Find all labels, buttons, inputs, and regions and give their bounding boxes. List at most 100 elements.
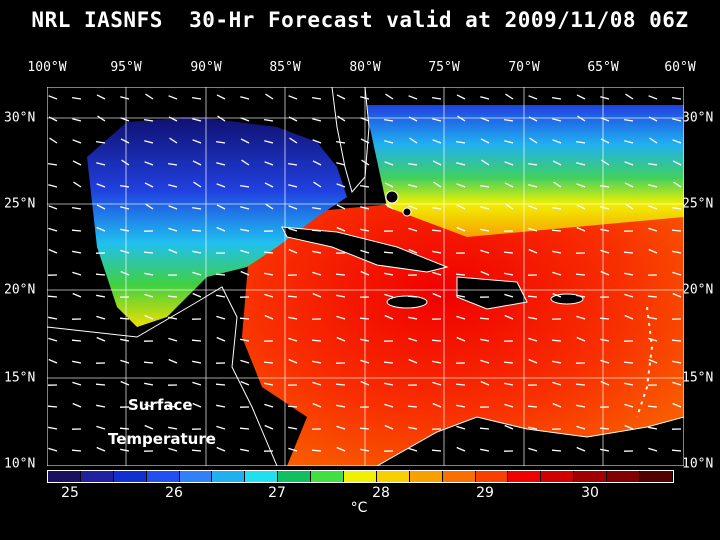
wind-vector [311, 339, 322, 342]
wind-vector [600, 249, 610, 254]
wind-vector [431, 229, 442, 232]
wind-vector [264, 161, 274, 166]
wind-vector [215, 383, 226, 386]
wind-vector [384, 382, 394, 386]
wind-vector [311, 449, 322, 452]
wind-vector [456, 226, 466, 232]
wind-vector [431, 206, 442, 210]
wind-vector [311, 206, 322, 210]
wind-vector [456, 294, 466, 298]
wind-vector [432, 292, 442, 298]
wind-vector [672, 250, 682, 254]
wind-vector [192, 118, 202, 122]
wind-vector [48, 248, 58, 254]
wind-vector [96, 404, 106, 408]
wind-vector [119, 184, 130, 188]
wind-vector [648, 316, 658, 320]
wind-vector [480, 117, 490, 122]
wind-vector [671, 229, 682, 232]
wind-vector [647, 162, 658, 166]
wind-vector [624, 140, 634, 144]
wind-vector [216, 336, 226, 342]
colorbar-tick: 27 [268, 485, 286, 501]
wind-vector [384, 293, 394, 298]
wind-vector [96, 294, 106, 298]
wind-vector [527, 295, 538, 298]
wind-vector [480, 380, 490, 386]
wind-vector [480, 448, 490, 452]
wind-vector [215, 140, 226, 144]
wind-vector [240, 359, 250, 364]
wind-vector [600, 270, 610, 276]
wind-vector [551, 206, 562, 210]
wind-vector [239, 317, 250, 320]
wind-vector [360, 117, 370, 122]
wind-vector [551, 96, 562, 100]
wind-vector [623, 118, 634, 122]
wind-vector [336, 162, 346, 166]
wind-vector [168, 205, 178, 210]
wind-vector [672, 139, 682, 144]
wind-vector [408, 358, 418, 364]
colorbar-swatch [640, 471, 673, 482]
wind-vector [432, 250, 442, 254]
wind-vector [408, 116, 418, 122]
wind-vector [671, 339, 682, 342]
wind-vector [456, 162, 466, 166]
wind-vector [600, 206, 610, 210]
wind-vector [504, 140, 514, 144]
wind-vector [72, 250, 82, 254]
wind-vector [431, 449, 442, 452]
wind-vector [120, 249, 130, 254]
wind-vector [576, 226, 586, 232]
wind-vector [288, 358, 298, 364]
wind-vector [527, 405, 538, 408]
wind-vector [671, 449, 682, 452]
wind-vector [553, 181, 562, 188]
wind-vector [96, 425, 106, 430]
wind-vector [336, 94, 346, 100]
central-america [47, 286, 278, 466]
wind-vector [480, 206, 490, 210]
wind-vector [528, 337, 538, 342]
wind-vector [97, 115, 106, 122]
wind-vector [576, 446, 586, 452]
wind-vector [359, 427, 370, 430]
wind-vector [72, 160, 82, 166]
wind-vector [47, 405, 58, 408]
lat-label-left: 20°N [4, 282, 36, 298]
wind-vector [479, 317, 490, 320]
wind-vector [143, 251, 154, 254]
hispaniola [456, 276, 528, 310]
wind-vector [648, 95, 658, 100]
wind-vector [432, 139, 442, 144]
wind-vector [600, 117, 610, 122]
wind-vector [120, 228, 130, 232]
wind-vector [264, 424, 274, 430]
wind-vector [72, 402, 82, 408]
wind-vector [288, 116, 298, 122]
wind-vector [432, 271, 442, 276]
wind-vector [168, 337, 178, 342]
wind-vector [432, 402, 442, 408]
wind-vector [601, 159, 610, 166]
field-label-surface: Surface [128, 396, 193, 414]
wind-vector [600, 448, 610, 452]
wind-vector [503, 118, 514, 122]
wind-vector [672, 292, 682, 298]
wind-vector [456, 404, 466, 408]
wind-vector [385, 93, 394, 100]
wind-vector [648, 184, 658, 188]
wind-vector [48, 358, 58, 364]
wind-vector [48, 337, 58, 342]
wind-vector [505, 203, 514, 210]
wind-vector [240, 117, 250, 122]
wind-vector [671, 206, 682, 210]
wind-vector [456, 94, 466, 100]
colorbar-tick: 28 [372, 485, 390, 501]
colorbar-swatch [113, 471, 147, 482]
wind-vector [383, 361, 394, 364]
wind-vector [431, 96, 442, 100]
wind-vector [384, 403, 394, 408]
wind-vector [648, 248, 658, 254]
